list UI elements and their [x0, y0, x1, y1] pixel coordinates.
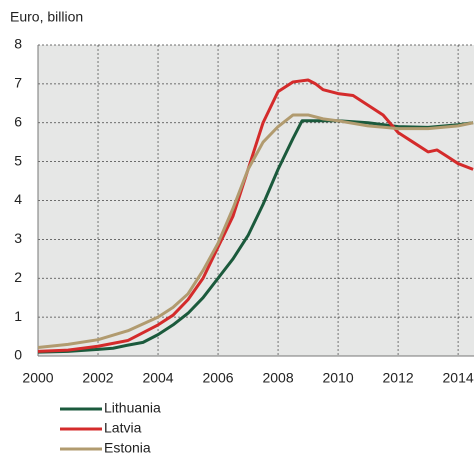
y-tick-label: 6	[14, 113, 22, 129]
x-tick-label: 2002	[82, 370, 113, 386]
x-tick-label: 2012	[383, 370, 414, 386]
legend-label: Lithuania	[104, 400, 161, 416]
legend-label: Estonia	[104, 440, 151, 456]
x-tick-label: 2004	[142, 370, 173, 386]
series-line	[37, 113, 474, 349]
x-tick-label: 2010	[322, 370, 353, 386]
y-tick-label: 1	[14, 308, 22, 324]
y-tick-label: 5	[14, 152, 22, 168]
y-tick-label: 4	[14, 191, 22, 207]
y-tick-label: 2	[14, 269, 22, 285]
series-line	[37, 119, 474, 354]
y-axis-label: Euro, billion	[10, 9, 83, 25]
y-tick-label: 7	[14, 75, 22, 91]
x-tick-label: 2000	[22, 370, 53, 386]
legend-label: Latvia	[104, 420, 142, 436]
y-tick-label: 0	[14, 347, 22, 363]
x-tick-label: 2008	[262, 370, 293, 386]
x-tick-label: 2014	[443, 370, 474, 386]
series-line	[37, 78, 474, 353]
y-tick-label: 8	[14, 36, 22, 52]
x-tick-label: 2006	[202, 370, 233, 386]
y-tick-label: 3	[14, 230, 22, 246]
